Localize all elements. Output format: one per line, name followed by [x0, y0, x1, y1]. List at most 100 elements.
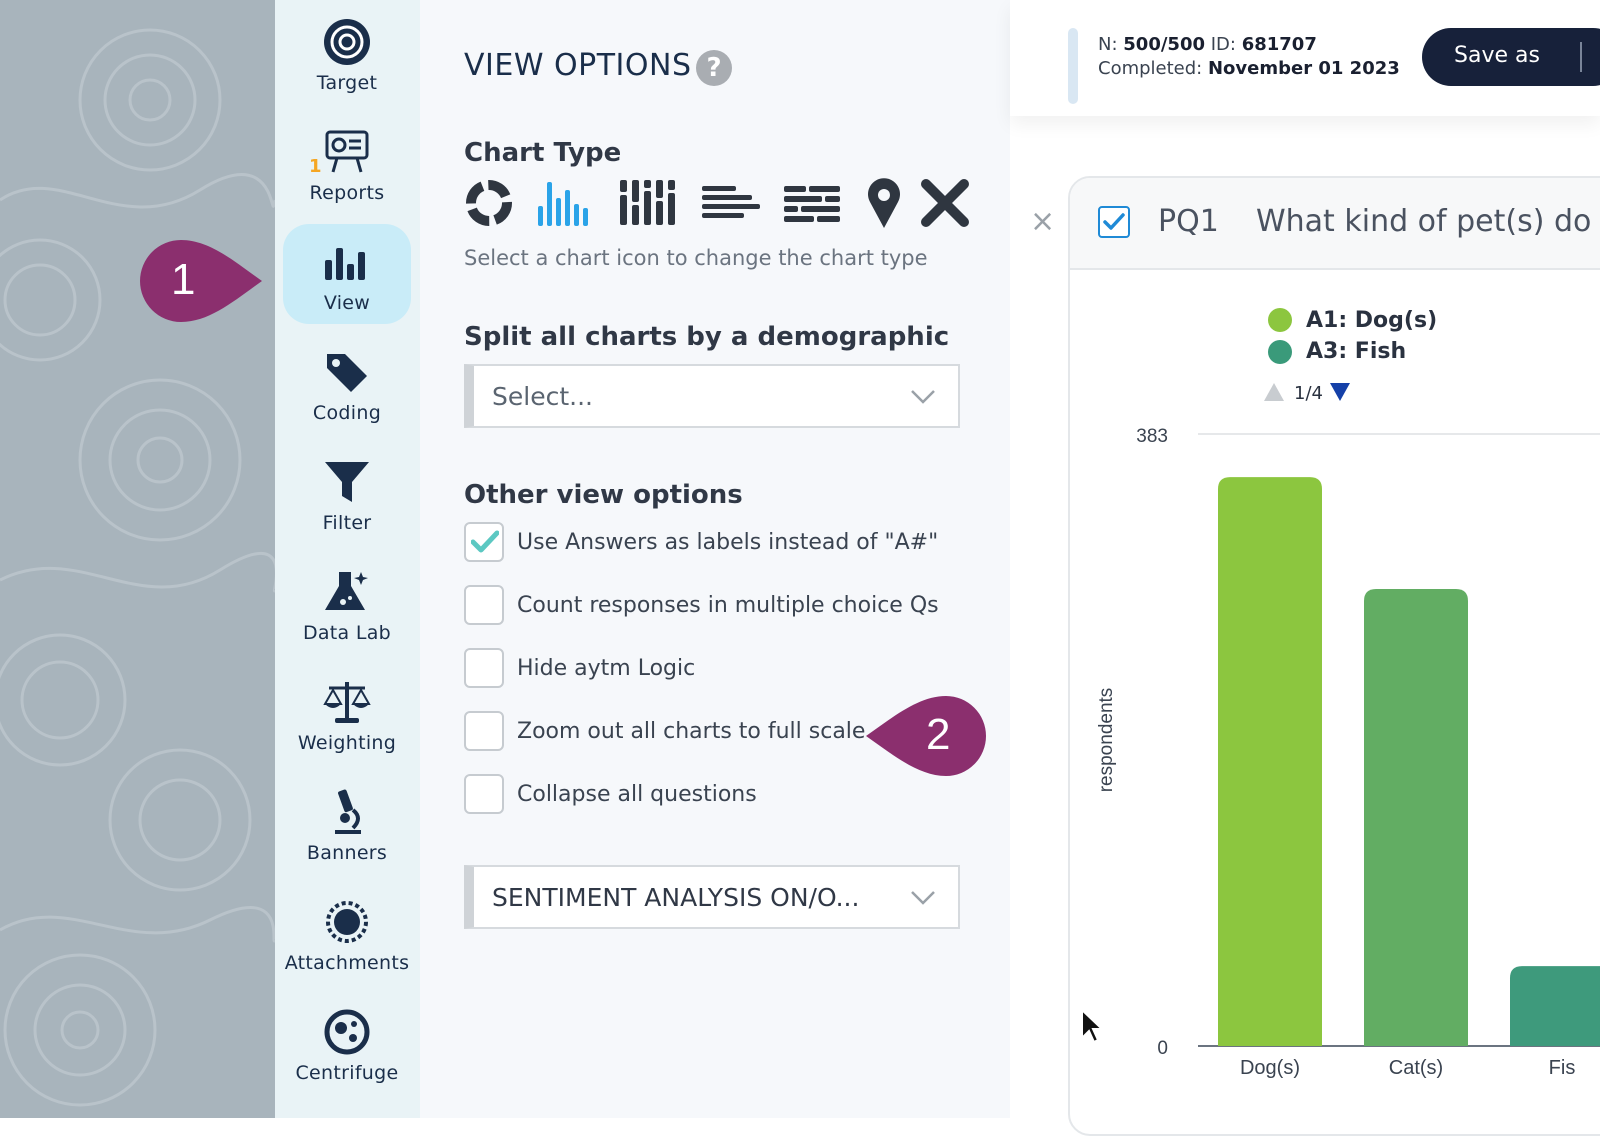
rail-item-target[interactable]: Target — [283, 4, 411, 104]
reports-badge: 1 — [309, 156, 322, 177]
n-value: 500/500 — [1123, 34, 1205, 55]
question-header: PQ1 What kind of pet(s) do — [1070, 178, 1600, 270]
rail-label: Weighting — [297, 732, 397, 754]
chart-type-selector — [464, 178, 984, 232]
option-label: Use Answers as labels instead of "A#" — [517, 530, 939, 555]
checkmark-icon — [1103, 213, 1125, 230]
question-text: What kind of pet(s) do — [1256, 204, 1592, 239]
split-heading: Split all charts by a demographic — [464, 322, 950, 352]
tag-icon — [327, 354, 367, 392]
rail-item-view[interactable]: View — [283, 224, 411, 324]
checkbox[interactable] — [464, 522, 504, 562]
rail-item-filter[interactable]: Filter — [283, 444, 411, 544]
legend-pager: 1/4 — [1294, 383, 1323, 404]
completed-date: November 01 2023 — [1207, 58, 1400, 79]
help-icon[interactable]: ? — [696, 50, 732, 86]
bar-chart: 383 0 respondents Dog(s) Cat(s) Fis — [1096, 426, 1600, 1079]
completed-info: Completed: November 01 2023 — [1098, 58, 1400, 79]
sun-icon — [326, 901, 368, 943]
reports-icon — [325, 130, 369, 173]
target-icon — [324, 19, 370, 65]
page-title: VIEW OPTIONS — [464, 48, 692, 83]
option-collapse-questions[interactable]: Collapse all questions — [464, 774, 984, 818]
legend-label-dog: A1: Dog(s) — [1306, 308, 1438, 333]
rail-label: Coding — [312, 402, 382, 424]
topbar-accent — [1068, 28, 1078, 104]
rail-item-coding[interactable]: Coding — [283, 334, 411, 434]
callout-2-number: 2 — [926, 710, 951, 759]
top-bar: N: 500/500 ID: 681707 Completed: Novembe… — [1010, 0, 1600, 116]
legend-next-arrow[interactable] — [1330, 383, 1350, 401]
demographic-select-value: Select... — [492, 382, 593, 411]
x-tick-label: Cat(s) — [1389, 1057, 1443, 1079]
rail-item-attachments[interactable]: Attachments — [283, 884, 411, 984]
rail-item-banners[interactable]: Banners — [283, 774, 411, 874]
option-count-responses[interactable]: Count responses in multiple choice Qs — [464, 585, 984, 629]
bar-cats — [1364, 588, 1468, 1046]
paisley-background — [0, 0, 278, 1118]
option-label: Count responses in multiple choice Qs — [517, 593, 939, 618]
legend-dot-dog — [1268, 308, 1292, 332]
option-label: Zoom out all charts to full scale — [517, 719, 866, 744]
view-options-panel: VIEW OPTIONS ? Chart Type — [420, 0, 1010, 1118]
option-label: Collapse all questions — [517, 782, 757, 807]
bar-chart-icon[interactable] — [536, 178, 596, 232]
stacked-bar-icon[interactable] — [618, 178, 678, 232]
other-options-heading: Other view options — [464, 480, 743, 510]
rail-label: Reports — [309, 182, 385, 204]
chevron-down-icon — [911, 390, 935, 404]
checkbox[interactable] — [464, 585, 504, 625]
scale-icon — [323, 682, 371, 723]
view-chart-icon — [325, 248, 365, 280]
rail-label: Banners — [306, 842, 388, 864]
rail-item-data-lab[interactable]: Data Lab — [283, 554, 411, 654]
chart-type-hint: Select a chart icon to change the chart … — [464, 246, 928, 270]
checkbox[interactable] — [464, 711, 504, 751]
save-as-button[interactable]: Save as — [1422, 28, 1600, 86]
checkbox[interactable] — [464, 648, 504, 688]
close-question-button[interactable]: × — [1030, 204, 1056, 239]
sentiment-analysis-select[interactable]: SENTIMENT ANALYSIS ON/O... — [464, 865, 960, 929]
option-label: Hide aytm Logic — [517, 656, 696, 681]
bar-fis — [1510, 966, 1600, 1046]
rail-item-weighting[interactable]: Weighting — [283, 664, 411, 764]
filter-icon — [325, 462, 369, 502]
question-card: PQ1 What kind of pet(s) do A1: Dog(s) A3… — [1068, 176, 1600, 1136]
button-divider — [1580, 42, 1582, 72]
question-id: PQ1 — [1158, 204, 1219, 239]
y-axis-label: respondents — [1096, 688, 1117, 793]
x-tick-label: Dog(s) — [1240, 1057, 1300, 1079]
stacked-horizontal-icon[interactable] — [782, 178, 842, 232]
callout-1-number: 1 — [171, 255, 196, 304]
callout-1: 1 — [140, 240, 265, 322]
rail-label: Centrifuge — [295, 1062, 399, 1084]
checkbox[interactable] — [464, 774, 504, 814]
checkmark-icon — [471, 530, 499, 553]
donut-chart-icon[interactable] — [464, 178, 524, 232]
rail-label: Attachments — [284, 952, 410, 974]
demographic-select[interactable]: Select... — [464, 364, 960, 428]
chart-type-heading: Chart Type — [464, 138, 622, 168]
rail-item-reports[interactable]: 1 Reports — [283, 114, 411, 214]
y-tick-label: 383 — [1136, 426, 1168, 447]
option-hide-aytm-logic[interactable]: Hide aytm Logic — [464, 648, 984, 692]
sentiment-select-value: SENTIMENT ANALYSIS ON/O... — [492, 883, 860, 912]
rail-item-centrifuge[interactable]: Centrifuge — [283, 994, 411, 1094]
legend-label-fish: A3: Fish — [1306, 339, 1407, 364]
y-tick-label: 0 — [1157, 1038, 1168, 1059]
x-tick-label: Fis — [1549, 1057, 1576, 1079]
map-pin-icon[interactable] — [864, 178, 924, 232]
chevron-down-icon — [911, 891, 935, 905]
legend-prev-arrow[interactable] — [1264, 383, 1284, 401]
question-checkbox[interactable] — [1098, 206, 1130, 238]
horizontal-bar-icon[interactable] — [700, 178, 760, 232]
rail-label: Target — [316, 72, 378, 94]
flask-icon — [325, 572, 368, 610]
sample-info: N: 500/500 ID: 681707 — [1098, 34, 1317, 55]
option-use-answers-labels[interactable]: Use Answers as labels instead of "A#" — [464, 522, 984, 566]
callout-2: 2 — [864, 696, 986, 776]
close-icon[interactable] — [920, 178, 980, 232]
rail-label: View — [323, 292, 371, 314]
rail-label: Filter — [322, 512, 372, 534]
option-zoom-out-charts[interactable]: Zoom out all charts to full scale — [464, 711, 984, 755]
